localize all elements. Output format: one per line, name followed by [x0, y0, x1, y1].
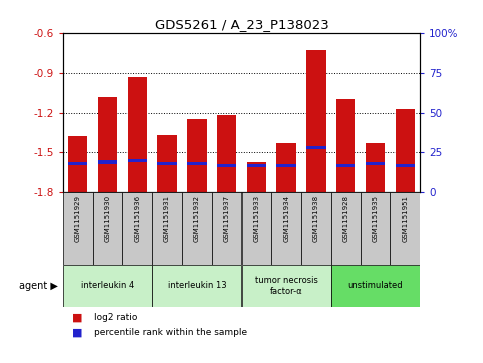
- Text: percentile rank within the sample: percentile rank within the sample: [94, 328, 247, 337]
- Bar: [128, 77, 147, 192]
- Text: GSM1151936: GSM1151936: [134, 195, 140, 242]
- Text: interleukin 13: interleukin 13: [168, 281, 226, 290]
- Bar: [182, 192, 212, 265]
- Bar: [122, 192, 152, 265]
- Bar: [247, 162, 266, 192]
- Bar: [271, 192, 301, 265]
- Bar: [331, 265, 420, 307]
- Text: agent ▶: agent ▶: [19, 281, 58, 291]
- Bar: [331, 192, 361, 265]
- Text: GSM1151951: GSM1151951: [402, 195, 408, 241]
- Bar: [68, 136, 87, 192]
- Bar: [157, 162, 177, 165]
- Bar: [152, 265, 242, 307]
- Text: GSM1151933: GSM1151933: [254, 195, 259, 242]
- Bar: [68, 162, 87, 165]
- Bar: [242, 192, 271, 265]
- Bar: [306, 146, 326, 149]
- Bar: [217, 115, 236, 192]
- Bar: [396, 164, 415, 167]
- Text: GSM1151934: GSM1151934: [283, 195, 289, 241]
- Bar: [157, 135, 177, 192]
- Text: GSM1151928: GSM1151928: [343, 195, 349, 241]
- Text: GSM1151935: GSM1151935: [372, 195, 379, 241]
- Bar: [306, 50, 326, 192]
- Bar: [242, 265, 331, 307]
- Bar: [63, 265, 152, 307]
- Bar: [366, 162, 385, 165]
- Text: tumor necrosis
factor-α: tumor necrosis factor-α: [255, 276, 318, 295]
- Bar: [187, 119, 207, 192]
- Text: log2 ratio: log2 ratio: [94, 313, 138, 322]
- Bar: [187, 162, 207, 165]
- Text: ■: ■: [72, 327, 83, 337]
- Bar: [336, 164, 355, 167]
- Text: GSM1151937: GSM1151937: [224, 195, 229, 242]
- Title: GDS5261 / A_23_P138023: GDS5261 / A_23_P138023: [155, 19, 328, 32]
- Bar: [93, 192, 122, 265]
- Bar: [361, 192, 390, 265]
- Bar: [63, 192, 93, 265]
- Bar: [276, 143, 296, 192]
- Bar: [98, 97, 117, 192]
- Bar: [128, 159, 147, 162]
- Text: GSM1151929: GSM1151929: [75, 195, 81, 241]
- Text: GSM1151930: GSM1151930: [104, 195, 111, 242]
- Text: interleukin 4: interleukin 4: [81, 281, 134, 290]
- Text: ■: ■: [72, 312, 83, 322]
- Text: GSM1151932: GSM1151932: [194, 195, 200, 241]
- Bar: [366, 143, 385, 192]
- Bar: [390, 192, 420, 265]
- Bar: [276, 164, 296, 167]
- Text: GSM1151938: GSM1151938: [313, 195, 319, 242]
- Bar: [212, 192, 242, 265]
- Bar: [301, 192, 331, 265]
- Bar: [247, 164, 266, 167]
- Text: GSM1151931: GSM1151931: [164, 195, 170, 242]
- Text: unstimulated: unstimulated: [348, 281, 403, 290]
- Bar: [98, 160, 117, 164]
- Bar: [336, 99, 355, 192]
- Bar: [152, 192, 182, 265]
- Bar: [396, 109, 415, 192]
- Bar: [217, 164, 236, 167]
